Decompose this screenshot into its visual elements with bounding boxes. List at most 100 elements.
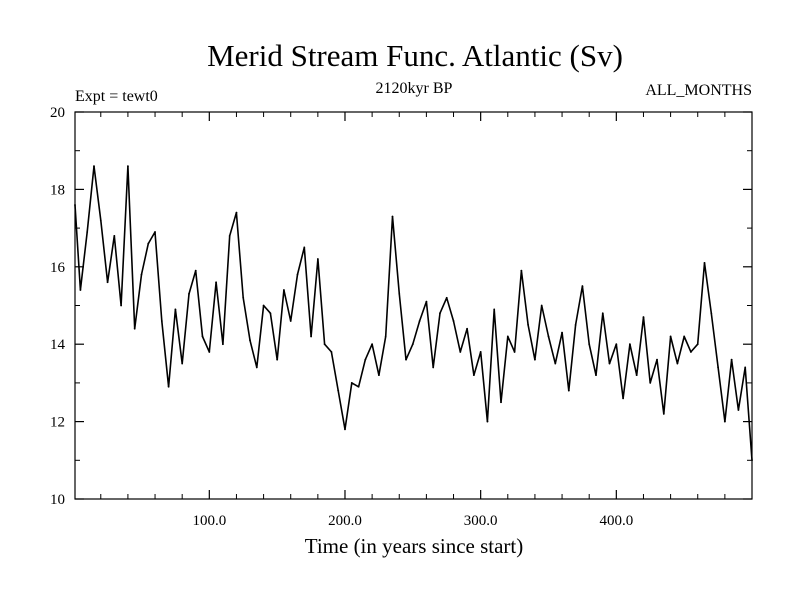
data-point <box>669 335 672 338</box>
chart-title: Merid Stream Func. Atlantic (Sv) <box>207 38 623 73</box>
data-point <box>662 412 665 415</box>
data-point <box>493 308 496 311</box>
x-tick-label: 300.0 <box>464 513 498 529</box>
data-point <box>181 362 184 365</box>
data-point <box>506 335 509 338</box>
data-point <box>337 389 340 392</box>
data-point <box>99 219 102 222</box>
data-point <box>737 409 740 411</box>
data-point <box>595 374 597 377</box>
data-point <box>221 343 224 346</box>
data-point <box>249 339 251 342</box>
data-point <box>208 351 211 353</box>
data-point <box>364 358 367 361</box>
data-point <box>649 382 652 384</box>
data-point <box>439 312 441 315</box>
data-point <box>479 351 482 353</box>
data-point <box>730 358 733 361</box>
data-point <box>296 273 299 276</box>
data-point <box>472 374 475 377</box>
data-point <box>391 215 394 218</box>
data-point <box>425 300 428 303</box>
series-line <box>74 165 753 461</box>
data-point <box>201 335 204 338</box>
x-tick-label: 100.0 <box>192 513 226 529</box>
data-point <box>445 296 448 299</box>
data-point <box>683 335 686 338</box>
data-point <box>561 331 563 334</box>
data-point <box>350 382 353 384</box>
data-point <box>588 343 591 346</box>
data-point <box>574 323 577 326</box>
data-point <box>79 289 82 291</box>
data-point <box>86 231 89 233</box>
data-point <box>242 296 245 299</box>
data-point <box>188 292 190 295</box>
data-point <box>411 343 414 346</box>
data-point <box>113 234 116 237</box>
data-point <box>127 165 129 168</box>
data-point <box>418 320 421 322</box>
data-point <box>554 362 557 365</box>
data-point <box>106 281 109 284</box>
data-point <box>93 165 95 168</box>
data-point <box>466 327 468 330</box>
y-tick-label: 10 <box>50 492 65 508</box>
data-point <box>635 374 638 377</box>
data-point <box>194 269 197 272</box>
y-tick-label: 16 <box>50 260 66 276</box>
data-point <box>405 358 407 361</box>
data-point <box>330 351 333 353</box>
x-tick-label: 200.0 <box>328 513 362 529</box>
data-point <box>608 362 611 365</box>
y-tick-label: 20 <box>50 105 65 121</box>
data-point <box>710 312 713 315</box>
data-point <box>744 366 747 369</box>
y-tick-label: 12 <box>50 415 65 431</box>
series-points <box>74 165 753 462</box>
data-point <box>567 389 570 392</box>
data-point <box>262 304 265 307</box>
data-point <box>527 323 530 326</box>
data-point <box>310 335 312 338</box>
data-point <box>540 304 543 307</box>
data-point <box>255 366 258 369</box>
data-point <box>160 320 163 322</box>
plot-frame <box>74 111 753 500</box>
data-point <box>581 285 584 288</box>
data-point <box>140 273 143 276</box>
data-point <box>459 351 462 353</box>
data-point <box>676 362 679 365</box>
data-point <box>269 312 272 315</box>
data-point <box>452 320 455 322</box>
data-point <box>276 358 279 361</box>
data-point <box>289 320 292 322</box>
data-point <box>432 366 435 369</box>
y-tick-label: 18 <box>50 182 65 198</box>
data-point <box>323 343 326 346</box>
data-point <box>703 262 706 264</box>
data-point <box>547 335 550 338</box>
data-point <box>120 304 123 307</box>
axis-ticks: 10 12 14 16 18 20 100.0 200.0 300.0 400.0 <box>50 105 752 529</box>
data-point <box>228 234 231 237</box>
experiment-label: Expt = tewt0 <box>75 88 158 105</box>
data-point <box>167 385 170 388</box>
data-point <box>601 312 604 315</box>
data-point <box>656 358 658 361</box>
period-label: 2120kyr BP <box>376 80 453 97</box>
data-point <box>513 351 516 353</box>
data-point <box>534 358 536 361</box>
data-point <box>378 374 380 377</box>
data-point <box>283 289 285 291</box>
data-point <box>235 211 238 214</box>
data-point <box>520 269 523 272</box>
data-point <box>717 366 719 369</box>
data-point <box>628 343 631 346</box>
data-point <box>303 246 306 249</box>
data-point <box>500 401 502 404</box>
data-point <box>384 335 387 338</box>
data-point <box>344 428 346 431</box>
data-point <box>723 420 726 423</box>
